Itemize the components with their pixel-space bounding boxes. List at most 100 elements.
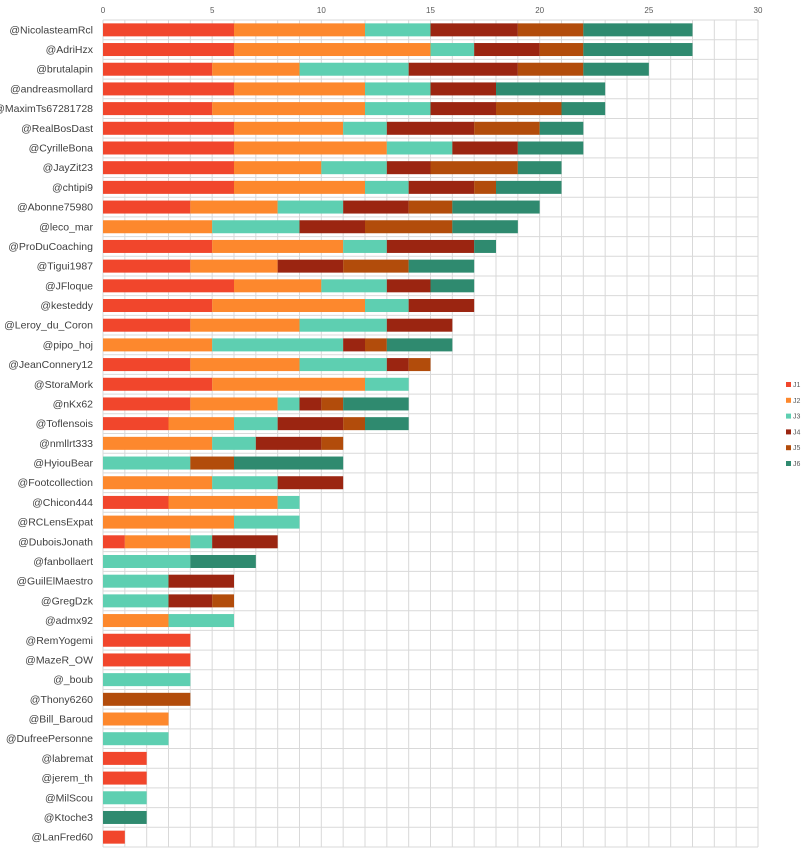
- bar-segment-j3: [299, 358, 387, 372]
- bar-segment-j4: [408, 180, 475, 194]
- category-labels: @NicolasteamRcl @AdriHzx @brutalapin @andre…: [0, 24, 94, 843]
- bar-segment-j3: [299, 62, 409, 76]
- bar-segment-j2: [124, 535, 191, 549]
- bars: [103, 23, 693, 844]
- category-label: @chtipi9: [52, 182, 93, 194]
- bar-segment-j3: [212, 338, 344, 352]
- bar-segment-j1: [103, 23, 234, 37]
- bar-segment-j6: [474, 239, 496, 253]
- bar-segment-j4: [277, 476, 344, 490]
- bar-segment-j3: [103, 791, 147, 805]
- bar-segment-j6: [539, 121, 584, 135]
- x-tick-label: 0: [101, 6, 106, 15]
- bar-segment-j2: [234, 43, 431, 57]
- bar-segment-j3: [103, 673, 191, 687]
- bar-segment-j3: [365, 82, 431, 96]
- bar-segment-j4: [255, 436, 322, 450]
- bar-segment-j2: [234, 82, 365, 96]
- bar-segment-j3: [234, 515, 300, 529]
- bar-segment-j3: [365, 299, 409, 313]
- bar-segment-j3: [343, 121, 387, 135]
- bar-segment-j1: [103, 397, 191, 411]
- bar-segment-j3: [277, 200, 344, 214]
- category-label: @DufreePersonne: [6, 733, 93, 745]
- bar-segment-j3: [365, 180, 409, 194]
- bar-segment-j2: [212, 239, 344, 253]
- bar-segment-j3: [212, 476, 278, 490]
- x-tick-label: 5: [210, 6, 215, 15]
- bar-segment-j1: [103, 62, 213, 76]
- category-label: @leco_mar: [39, 221, 93, 233]
- bar-segment-j3: [103, 732, 169, 746]
- bar-segment-j4: [212, 535, 278, 549]
- bar-segment-j3: [277, 495, 300, 509]
- bar-segment-j6: [561, 102, 606, 116]
- bar-segment-j5: [212, 594, 234, 608]
- bar-segment-j4: [277, 417, 344, 431]
- bar-segment-j1: [103, 535, 125, 549]
- legend-label: J2: [793, 398, 801, 405]
- category-label: @ProDuCoaching: [8, 241, 93, 253]
- legend: J1 J2 J3 J4 J5 J6: [786, 382, 801, 468]
- category-label: @JFloque: [45, 280, 93, 292]
- bar-segment-j1: [103, 751, 147, 765]
- bar-segment-j5: [430, 161, 518, 175]
- category-label: @RealBosDast: [21, 123, 93, 135]
- category-label: @MaximTs67281728: [0, 103, 93, 115]
- category-label: @kesteddy: [40, 300, 93, 312]
- bar-segment-j6: [452, 220, 518, 234]
- bar-segment-j2: [168, 417, 234, 431]
- legend-label: J4: [793, 429, 801, 436]
- bar-segment-j1: [103, 200, 191, 214]
- category-label: @RemYogemi: [26, 635, 93, 647]
- x-tick-label: 15: [426, 6, 435, 15]
- category-label: @Ktoche3: [44, 812, 93, 824]
- category-label: @MilScou: [45, 792, 93, 804]
- bar-segment-j4: [386, 121, 475, 135]
- category-label: @nKx62: [53, 398, 94, 410]
- category-label: @GregDzk: [41, 595, 94, 607]
- bar-segment-j4: [386, 358, 409, 372]
- bar-segment-j3: [365, 377, 409, 391]
- bar-segment-j3: [430, 43, 475, 57]
- bar-segment-j6: [452, 200, 540, 214]
- legend-swatch: [786, 429, 791, 435]
- bar-segment-j5: [408, 358, 431, 372]
- bar-segment-j1: [103, 161, 234, 175]
- bar-segment-j1: [103, 239, 213, 253]
- bar-segment-j4: [386, 239, 475, 253]
- bar-segment-j3: [234, 417, 278, 431]
- bar-segment-j4: [299, 397, 322, 411]
- bar-segment-j1: [103, 299, 213, 313]
- category-label: @AdriHzx: [46, 44, 94, 56]
- bar-segment-j3: [212, 220, 300, 234]
- bar-segment-j5: [343, 259, 409, 273]
- bar-segment-j3: [321, 279, 387, 293]
- category-label: @Footcollection: [18, 477, 94, 489]
- bar-segment-j4: [386, 318, 453, 332]
- bar-segment-j3: [103, 594, 169, 608]
- bar-segment-j3: [386, 141, 453, 155]
- category-label: @pipo_hoj: [43, 339, 93, 351]
- bar-segment-j4: [168, 574, 234, 588]
- bar-segment-j6: [234, 456, 344, 470]
- bar-segment-j4: [386, 161, 431, 175]
- bar-segment-j3: [190, 535, 213, 549]
- bar-segment-j1: [103, 121, 234, 135]
- legend-swatch: [786, 413, 791, 419]
- x-tick-label: 30: [754, 6, 763, 15]
- bar-segment-j6: [496, 82, 606, 96]
- bar-segment-j2: [103, 614, 169, 628]
- bar-segment-j4: [452, 141, 518, 155]
- category-label: @Thony6260: [30, 694, 93, 706]
- category-label: @Toflensois: [36, 418, 93, 430]
- bar-segment-j4: [430, 102, 496, 116]
- bar-segment-j4: [430, 82, 496, 96]
- bar-segment-j4: [386, 279, 431, 293]
- bar-segment-j6: [583, 23, 693, 37]
- legend-swatch: [786, 397, 791, 403]
- category-label: @labremat: [41, 753, 93, 765]
- bar-segment-j2: [103, 436, 213, 450]
- bar-segment-j3: [365, 23, 431, 37]
